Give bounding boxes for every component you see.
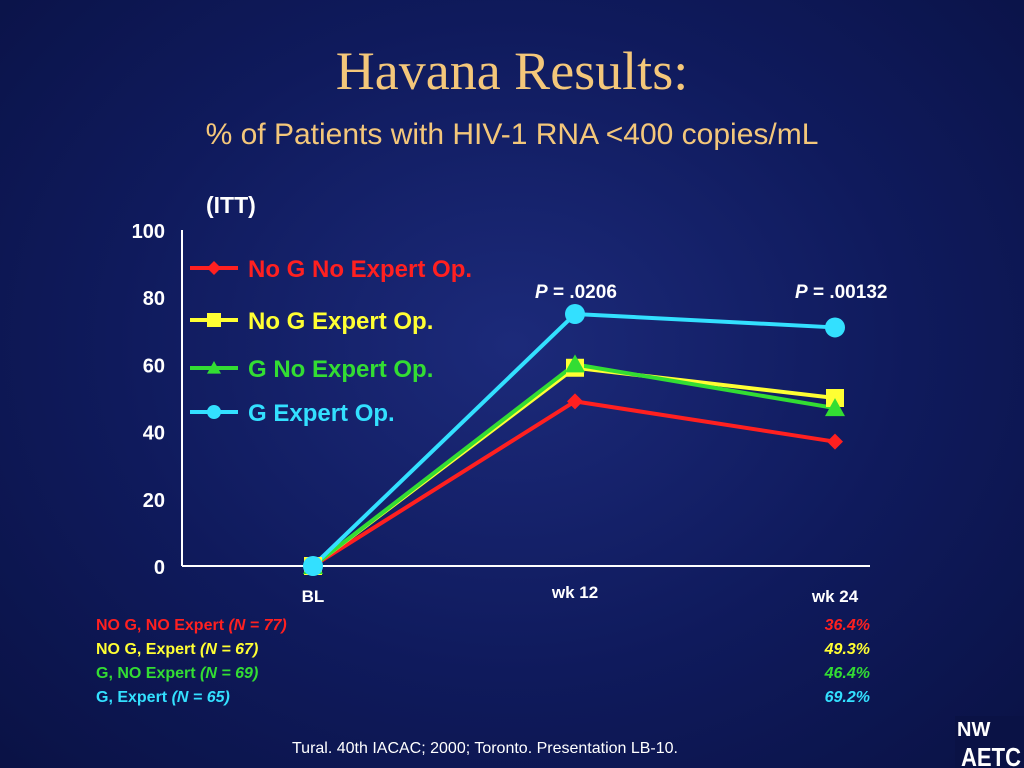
data-point [567, 393, 583, 410]
data-point [825, 317, 845, 338]
series-line [311, 311, 836, 568]
summary-row: NO G, Expert (N = 67) 49.3% [96, 638, 876, 662]
legend-label: No G No Expert Op. [248, 256, 472, 283]
y-tick-label: 20 [143, 490, 165, 512]
y-tick-label: 40 [143, 423, 165, 445]
legend-label: G Expert Op. [248, 400, 395, 427]
p-value-annotation: P = .0206 [535, 282, 617, 303]
chart: 0 20 40 60 80 100 BL wk 12 wk 24 No G No Expert O… [132, 221, 887, 606]
itt-label: (ITT) [206, 192, 256, 218]
summary-label: G, Expert (N = 65) [96, 689, 230, 706]
x-tick-label: BL [302, 587, 325, 606]
logo-top-text: NW [957, 719, 990, 741]
legend-marker [207, 261, 221, 275]
summary-label: NO G, NO Expert (N = 77) [96, 617, 287, 634]
summary-row: G, NO Expert (N = 69) 46.4% [96, 662, 876, 686]
summary-table: NO G, NO Expert (N = 77) 36.4% NO G, Exp… [96, 614, 876, 710]
summary-n: (N = 65) [171, 689, 230, 706]
y-tick-label: 60 [143, 355, 165, 377]
citation-footer: Tural. 40th IACAC; 2000; Toronto. Presen… [292, 740, 678, 757]
slide-subtitle: % of Patients with HIV-1 RNA <400 copies… [205, 118, 819, 151]
data-point [827, 433, 843, 450]
summary-n: (N = 69) [200, 665, 259, 682]
slide-title: Havana Results: [335, 41, 689, 101]
summary-pct: 69.2% [824, 689, 870, 706]
legend-marker [207, 313, 221, 327]
legend-marker [207, 361, 221, 374]
p-value-annotation: P = .00132 [795, 282, 887, 303]
nw-aetc-logo: NW AETC [955, 716, 1024, 768]
x-tick-label: wk 24 [811, 587, 859, 606]
summary-label: NO G, Expert (N = 67) [96, 641, 259, 658]
legend-marker [207, 405, 221, 419]
summary-row: G, Expert (N = 65) 69.2% [96, 686, 876, 710]
summary-pct: 49.3% [824, 641, 870, 658]
summary-pct: 36.4% [824, 617, 870, 634]
legend-label: G No Expert Op. [248, 356, 433, 383]
summary-label: G, NO Expert (N = 69) [96, 665, 259, 682]
data-point [826, 389, 844, 407]
logo-bottom-text: AETC [961, 742, 1021, 768]
x-tick-label: wk 12 [551, 583, 598, 602]
data-point [303, 556, 323, 576]
data-point [565, 304, 585, 324]
summary-n: (N = 67) [200, 641, 259, 658]
y-tick-label: 80 [143, 288, 165, 310]
summary-n: (N = 77) [228, 617, 287, 634]
summary-row: NO G, NO Expert (N = 77) 36.4% [96, 614, 876, 638]
summary-pct: 46.4% [824, 665, 870, 682]
data-point [825, 398, 845, 417]
y-tick-label: 100 [132, 221, 165, 243]
data-point [565, 354, 585, 373]
legend-label: No G Expert Op. [248, 308, 433, 335]
y-tick-label: 0 [154, 557, 165, 579]
